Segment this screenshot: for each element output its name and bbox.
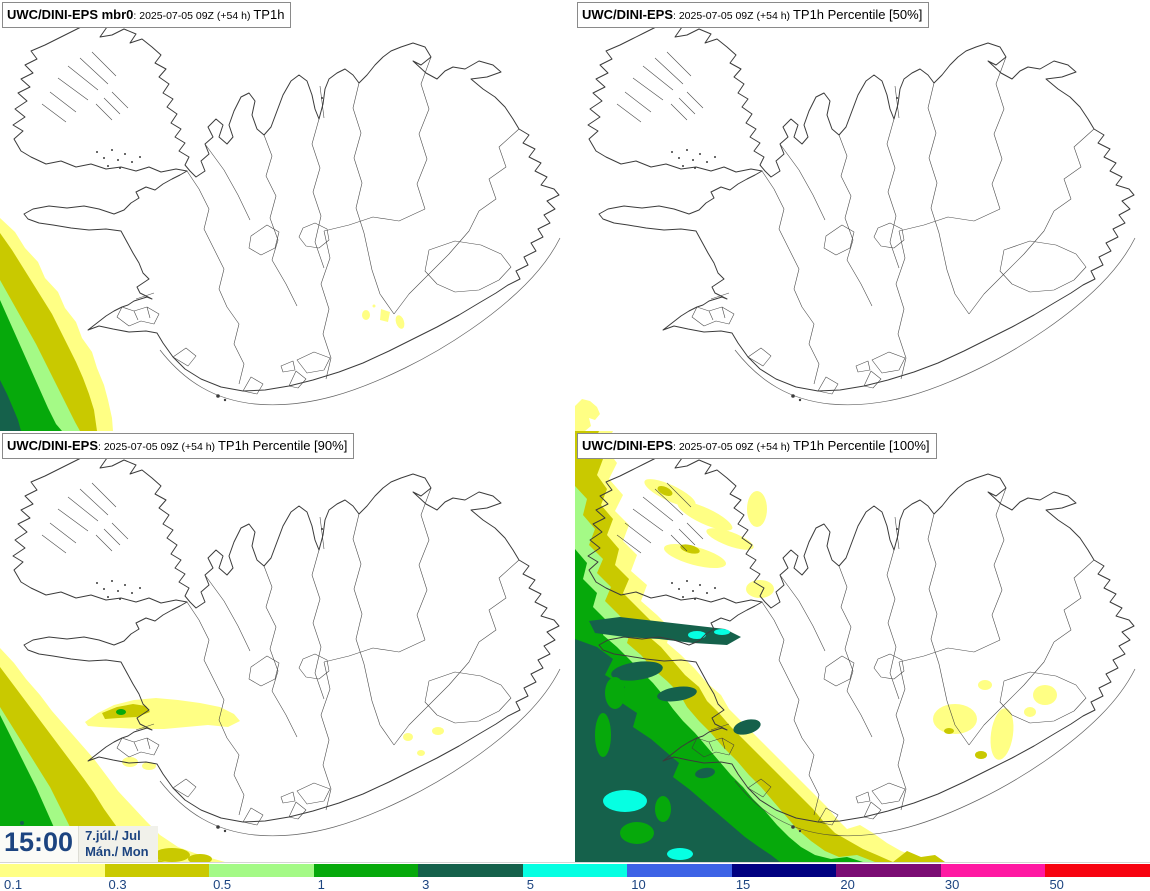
- colorbar-segment: [209, 864, 314, 877]
- run-datetime: : 2025-07-05 09Z (+54 h): [673, 10, 793, 22]
- colorbar-segment: [313, 864, 419, 877]
- forecast-panel-p50: UWC/DINI-EPS: 2025-07-05 09Z (+54 h) TP1…: [575, 0, 1150, 431]
- forecast-panel-p100: UWC/DINI-EPS: 2025-07-05 09Z (+54 h) TP1…: [575, 431, 1150, 862]
- panel-title: UWC/DINI-EPS: 2025-07-05 09Z (+54 h) TP1…: [2, 433, 355, 460]
- parameter-label: TP1h Percentile [50%]: [792, 7, 923, 22]
- map-canvas-p100: [575, 431, 1136, 862]
- run-datetime: : 2025-07-05 09Z (+54 h): [98, 441, 218, 453]
- precip-field: [0, 218, 405, 431]
- parameter-label: TP1h Percentile [90%]: [217, 438, 348, 453]
- forecast-panel-p90: UWC/DINI-EPS: 2025-07-05 09Z (+54 h) TP1…: [0, 431, 575, 862]
- map-canvas-p90: [0, 454, 561, 862]
- colorbar-segment: [940, 864, 1046, 877]
- colorbar-label: 50: [1049, 877, 1064, 891]
- colorbar-label: 5: [526, 877, 534, 891]
- parameter-label: TP1h: [253, 7, 285, 22]
- model-name: UWC/DINI-EPS mbr0: [7, 7, 134, 22]
- panel-title: UWC/DINI-EPS: 2025-07-05 09Z (+54 h) TP1…: [577, 433, 937, 460]
- model-name: UWC/DINI-EPS: [582, 438, 673, 453]
- model-name: UWC/DINI-EPS: [7, 438, 98, 453]
- colorbar-segment: [104, 864, 210, 877]
- model-name: UWC/DINI-EPS: [582, 7, 673, 22]
- map-canvas-p50: [575, 23, 1136, 431]
- precip-field: [575, 399, 600, 431]
- colorbar-segment: [836, 864, 941, 877]
- forecast-panel-mbr0: UWC/DINI-EPS mbr0: 2025-07-05 09Z (+54 h…: [0, 0, 575, 431]
- run-datetime: : 2025-07-05 09Z (+54 h): [673, 441, 793, 453]
- colorbar-label: 20: [840, 877, 855, 891]
- map-canvas-mbr0: [0, 23, 561, 431]
- valid-time: 15:00: [0, 825, 80, 862]
- colorbar-label: 15: [735, 877, 751, 891]
- colorbar-label: 30: [944, 877, 960, 891]
- colorbar-segments: [0, 864, 1150, 877]
- colorbar-label: 0.5: [213, 877, 232, 891]
- colorbar-segment: [731, 864, 837, 877]
- valid-date-box: 7.júl./ Jul Mán./ Mon: [79, 825, 158, 862]
- parameter-label: TP1h Percentile [100%]: [792, 438, 930, 453]
- run-datetime: : 2025-07-05 09Z (+54 h): [133, 10, 254, 22]
- colorbar-label: 0.3: [108, 877, 127, 891]
- valid-time-box: 15:00 7.júl./ Jul Mán./ Mon: [0, 825, 158, 862]
- valid-date: 7.júl./ Jul: [85, 827, 141, 843]
- colorbar-segment: [0, 864, 105, 877]
- panel-title: UWC/DINI-EPS mbr0: 2025-07-05 09Z (+54 h…: [2, 2, 292, 29]
- precip-colorbar: 0.1 0.3 0.5 1 3 5 10 15 20 30 50: [0, 862, 1150, 891]
- colorbar-label: 1: [317, 877, 325, 891]
- colorbar-segment: [418, 864, 523, 877]
- colorbar-label: 3: [422, 877, 430, 891]
- colorbar-segment: [1045, 864, 1150, 877]
- precip-field: [0, 648, 444, 862]
- colorbar-label: 0.1: [4, 877, 23, 891]
- panel-title: UWC/DINI-EPS: 2025-07-05 09Z (+54 h) TP1…: [577, 2, 930, 29]
- colorbar-label: 10: [631, 877, 646, 891]
- colorbar-segment: [627, 864, 732, 877]
- colorbar-segment: [522, 864, 628, 877]
- precip-field: [575, 431, 1057, 862]
- valid-day: Mán./ Mon: [85, 843, 149, 859]
